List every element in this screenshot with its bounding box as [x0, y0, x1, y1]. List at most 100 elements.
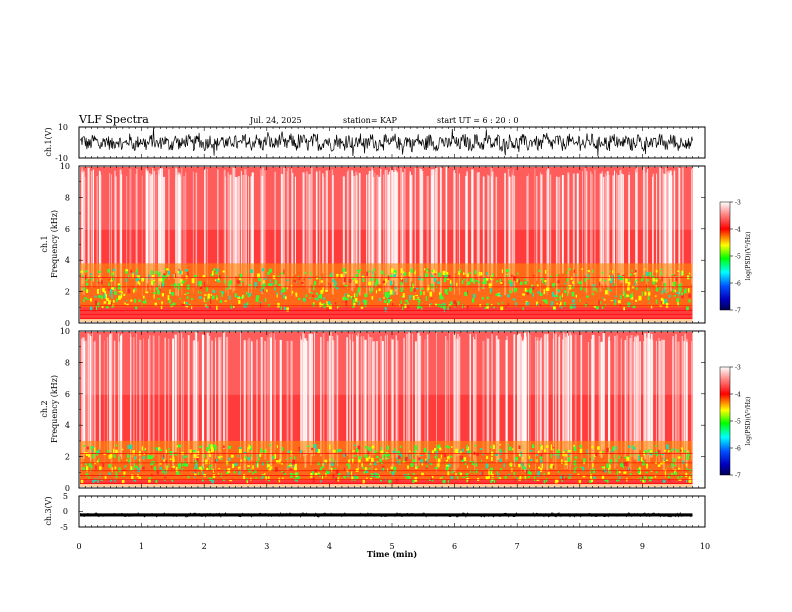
ch2-band-cell	[187, 475, 190, 479]
ch1-band-cell	[310, 292, 313, 294]
ch2-streak	[590, 339, 592, 463]
ch1-band-cell	[673, 295, 676, 297]
ch1-band-cell	[191, 305, 193, 310]
ch2-band-cell	[210, 464, 213, 467]
ch1-band-cell	[119, 294, 121, 296]
ch2-band-cell	[264, 449, 266, 454]
ch2-band-cell	[463, 457, 466, 461]
ch1-band-cell	[480, 272, 483, 276]
ch1-streak	[346, 171, 349, 289]
ch2-streak	[360, 336, 362, 459]
ch1-band-cell	[439, 295, 442, 300]
ch2-streak	[536, 340, 539, 457]
ch2-streak	[314, 332, 315, 456]
ch2-band-cell	[434, 456, 438, 459]
ch2-band-cell	[254, 469, 257, 473]
ch1-band-cell	[225, 288, 229, 290]
ch1-band-cell	[206, 286, 209, 292]
ch1-band-cell	[569, 285, 572, 290]
ch2-band-cell	[197, 450, 200, 455]
ch1-band-cell	[400, 268, 403, 274]
ch2-streak	[686, 341, 688, 468]
ch1-streak	[659, 167, 662, 279]
ch1-band-cell	[186, 292, 189, 294]
ch1-band-cell	[303, 297, 305, 303]
ch2-band-cell	[417, 465, 419, 468]
ch1-streak	[195, 172, 198, 288]
ch1-band-cell	[566, 278, 569, 282]
ch2-band-cell	[209, 465, 211, 470]
ch1-band-cell	[277, 302, 280, 308]
ch1-streak	[656, 174, 657, 284]
ch1-band-cell	[687, 288, 690, 293]
ch1-band-cell	[153, 292, 156, 294]
ch2-streak	[635, 335, 636, 460]
ch2-band-cell	[237, 454, 239, 458]
ch1-streak	[126, 175, 128, 293]
ch2-band-cell	[447, 456, 450, 460]
ch1-band-cell	[539, 293, 543, 296]
ch2-band-cell	[380, 479, 382, 482]
ch2-band-cell	[189, 449, 192, 454]
ch1-band-cell	[647, 291, 651, 296]
ch2-band-cell	[396, 450, 400, 455]
ch1-band-cell	[412, 295, 415, 300]
ch2-band-cell	[396, 456, 398, 460]
ch1-band-cell	[83, 287, 86, 291]
ch2-band-cell	[210, 444, 213, 449]
ch1-streak	[177, 174, 179, 297]
ch2-band-cell	[392, 450, 396, 454]
ch2-band-cell	[593, 476, 596, 479]
ch1-band-cell	[101, 305, 104, 308]
ch1-band-cell	[186, 296, 188, 299]
ch1-band-cell	[257, 273, 260, 278]
ch1-band-cell	[368, 281, 372, 286]
ch2-band-cell	[447, 471, 450, 476]
ch2-band-cell	[266, 464, 270, 468]
ch2-band-cell	[86, 446, 89, 450]
ch2-band-cell	[540, 468, 543, 472]
ch1-streak	[302, 172, 305, 286]
ch2-band-cell	[687, 450, 689, 453]
ch2-band-cell	[550, 463, 554, 469]
ch1-band-cell	[178, 284, 181, 288]
ch1-band-cell	[660, 297, 664, 301]
ch1-band-cell	[564, 290, 567, 293]
ch1-band-cell	[438, 272, 442, 278]
ch1-band-cell	[236, 280, 240, 284]
ch2-band-cell	[624, 456, 627, 459]
ch1-colorbar-ticks: -3-4-5-6-7	[730, 200, 741, 315]
ch2-streak	[279, 339, 282, 461]
ch1-band-cell	[114, 286, 116, 289]
ch2-band-cell	[144, 447, 146, 451]
time-tick-label: 6	[452, 542, 457, 551]
ch1-band-cell	[584, 288, 586, 292]
ch1-band-cell	[559, 295, 562, 300]
ch2-band-cell	[500, 468, 503, 471]
ch1-band-cell	[357, 270, 360, 274]
ch1-band-cell	[464, 305, 466, 308]
ch1-band-cell	[568, 285, 572, 287]
ch2-band-cell	[519, 475, 522, 480]
ch1-band-cell	[489, 288, 493, 292]
ch1-band-cell	[332, 279, 336, 282]
ch1-band-cell	[408, 271, 411, 277]
ch2-band-cell	[129, 469, 132, 471]
ch2-band-cell	[129, 444, 133, 450]
ch1-streak	[356, 175, 358, 280]
ch1-band-cell	[221, 291, 224, 295]
ch1-band-cell	[592, 269, 594, 273]
ch1-streak	[240, 171, 242, 287]
ch1-streak	[652, 176, 654, 282]
ch1-band-cell	[232, 305, 235, 308]
ch1-streak	[233, 167, 236, 292]
ch2-streak	[311, 333, 313, 457]
ch1-band-cell	[239, 284, 241, 286]
ch2-band-cell	[431, 475, 434, 478]
ch2-band-cell	[214, 459, 217, 464]
ch2-band-cell	[399, 459, 401, 464]
ch2-band-cell	[181, 462, 184, 467]
ch1-band-cell	[135, 277, 139, 282]
ch2-band-cell	[331, 458, 333, 463]
ch1-streak	[402, 172, 404, 290]
